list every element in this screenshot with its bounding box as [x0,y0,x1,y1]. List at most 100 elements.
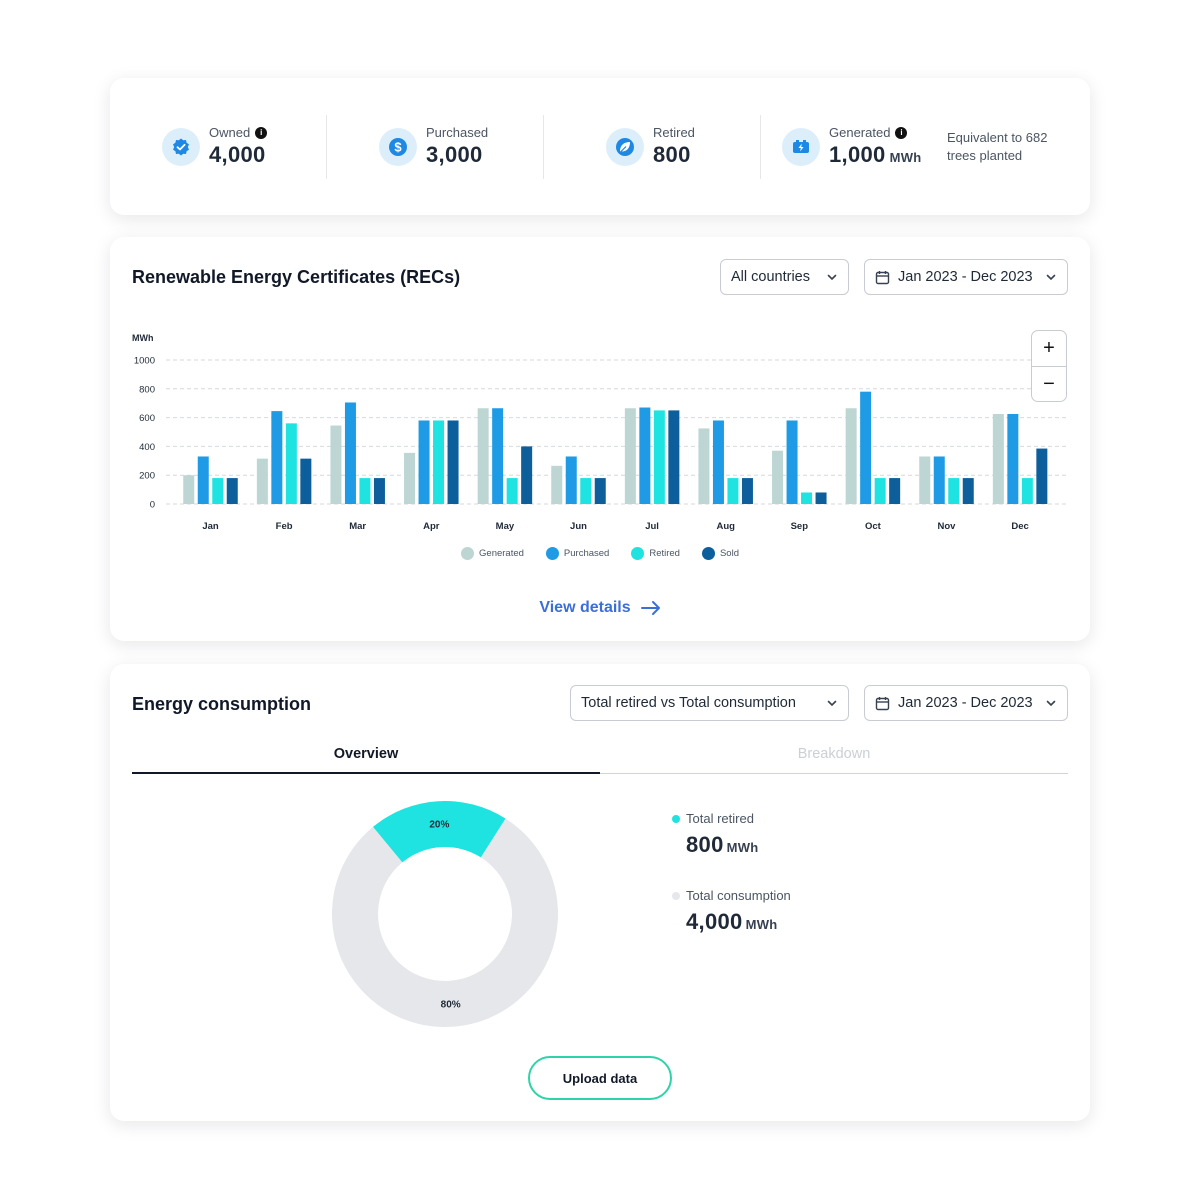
bar-sold-apr[interactable] [447,420,459,504]
legend-item-purchased[interactable]: Purchased [545,547,609,560]
info-icon[interactable]: i [255,126,268,139]
bar-purchased-sep[interactable] [786,420,798,504]
x-tick-label: Sep [791,521,809,532]
recs-card: Renewable Energy Certificates (RECs) All… [110,237,1090,641]
verified-badge-icon [162,127,200,166]
legend-item-sold[interactable]: Sold [701,547,739,560]
bar-generated-may[interactable] [477,408,489,504]
country-filter-dropdown[interactable]: All countries [720,259,849,295]
bar-sold-aug[interactable] [741,478,753,504]
bar-retired-jun[interactable] [580,478,592,504]
bar-retired-mar[interactable] [359,478,371,504]
view-tabs: Overview Breakdown [132,746,1068,774]
y-tick-label: 800 [139,384,155,395]
kpi-divider [543,115,544,179]
bar-retired-may[interactable] [506,478,518,504]
energy-date-range-dropdown[interactable]: Jan 2023 - Dec 2023 [864,685,1068,721]
bar-retired-jan[interactable] [212,478,224,504]
bar-purchased-jun[interactable] [565,456,577,504]
bar-retired-jul[interactable] [653,410,665,504]
x-tick-label: Jul [645,521,659,532]
bar-generated-sep[interactable] [772,450,784,504]
kpi-generated-value: 1,000 [829,142,886,167]
leaf-icon [606,127,644,166]
bar-retired-apr[interactable] [433,420,445,504]
bar-sold-mar[interactable] [373,478,385,504]
bar-purchased-oct[interactable] [860,391,872,504]
donut-percent-label: 20% [429,820,449,831]
bar-retired-nov[interactable] [948,478,960,504]
bar-generated-jan[interactable] [183,475,195,504]
bar-generated-jul[interactable] [624,408,636,504]
kpi-divider [760,115,761,179]
bar-retired-feb[interactable] [285,423,297,504]
kpi-retired: Retired 800 [606,78,695,215]
stat-total-consumption-label: Total consumption [686,888,791,903]
tab-breakdown[interactable]: Breakdown [797,746,871,762]
zoom-out-button[interactable]: − [1032,366,1066,401]
bar-purchased-jan[interactable] [197,456,209,504]
bar-generated-mar[interactable] [330,425,342,504]
bar-sold-dec[interactable] [1036,448,1048,504]
kpi-purchased-value: 3,000 [426,142,483,167]
bar-sold-feb[interactable] [300,458,312,504]
bar-generated-oct[interactable] [845,408,857,504]
donut-slice-total-retired[interactable] [372,801,506,863]
bar-purchased-nov[interactable] [933,456,945,504]
bar-purchased-may[interactable] [492,408,504,504]
bar-sold-sep[interactable] [815,492,827,504]
comparison-filter-dropdown[interactable]: Total retired vs Total consumption [570,685,849,721]
recs-date-range-dropdown[interactable]: Jan 2023 - Dec 2023 [864,259,1068,295]
bar-purchased-aug[interactable] [712,420,724,504]
legend-item-generated[interactable]: Generated [461,547,524,560]
y-tick-label: 400 [139,442,155,453]
bar-generated-feb[interactable] [256,458,268,504]
bar-generated-dec[interactable] [992,414,1004,504]
view-details-label: View details [539,599,631,616]
info-icon[interactable]: i [895,126,908,139]
bar-retired-oct[interactable] [874,478,886,504]
bar-sold-jul[interactable] [668,410,680,504]
kpi-purchased-label: Purchased [426,125,489,140]
x-tick-label: Apr [423,521,440,532]
bar-sold-oct[interactable] [889,478,901,504]
stat-total-retired: Total retired 800 MWh [672,811,759,858]
bar-generated-jun[interactable] [551,465,563,504]
bar-sold-jan[interactable] [226,478,238,504]
kpi-generated-label: Generated [829,125,891,140]
bar-generated-aug[interactable] [698,428,710,504]
donut-percent-label: 80% [441,999,461,1010]
bar-sold-nov[interactable] [962,478,974,504]
x-tick-label: Jun [570,521,587,532]
bar-purchased-dec[interactable] [1007,414,1019,504]
calendar-icon [875,270,890,285]
recs-bar-chart: MWh 0 200 400 600 800 1000 Jan Feb Mar Apr May Jun Ju… [132,333,1068,532]
bar-generated-nov[interactable] [919,456,931,504]
bar-purchased-apr[interactable] [418,420,430,504]
recs-title: Renewable Energy Certificates (RECs) [132,267,461,287]
kpi-summary-card: Owned i 4,000 $ Purchased 3,000 Retired 8… [110,78,1090,215]
recs-date-range-value: Jan 2023 - Dec 2023 [898,269,1033,285]
upload-data-button[interactable]: Upload data [528,1056,672,1100]
bar-sold-jun[interactable] [594,478,606,504]
kpi-owned: Owned i 4,000 [162,78,268,215]
view-details-link[interactable]: View details [110,599,1090,617]
legend-swatch [701,547,715,560]
legend-item-retired[interactable]: Retired [631,547,680,560]
bar-generated-apr[interactable] [404,452,416,504]
country-filter-value: All countries [731,269,810,285]
energy-title: Energy consumption [132,694,312,714]
zoom-in-button[interactable]: + [1043,337,1055,359]
donut-slice-total-consumption[interactable] [332,818,558,1027]
tab-overview[interactable]: Overview [132,746,600,774]
bar-retired-aug[interactable] [727,478,739,504]
kpi-retired-label: Retired [653,125,695,140]
bar-purchased-mar[interactable] [344,402,356,504]
y-tick-label: 200 [139,471,155,482]
bar-sold-may[interactable] [521,446,533,504]
bar-purchased-jul[interactable] [639,407,651,504]
bar-purchased-feb[interactable] [271,411,283,504]
bar-retired-dec[interactable] [1021,478,1033,504]
bar-retired-sep[interactable] [801,492,813,504]
stat-total-consumption: Total consumption 4,000 MWh [672,888,791,935]
